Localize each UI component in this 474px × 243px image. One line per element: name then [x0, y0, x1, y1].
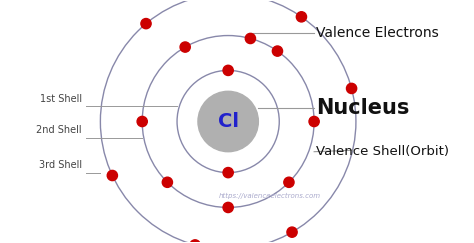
Circle shape: [137, 116, 147, 127]
Circle shape: [198, 91, 258, 152]
Text: 3rd Shell: 3rd Shell: [39, 160, 82, 170]
Circle shape: [223, 202, 233, 213]
Circle shape: [346, 83, 357, 94]
Circle shape: [223, 65, 233, 76]
Text: https://valenceelectrons.com: https://valenceelectrons.com: [219, 193, 321, 199]
Text: Valence Electrons: Valence Electrons: [317, 26, 439, 40]
Text: 2nd Shell: 2nd Shell: [36, 125, 82, 135]
Circle shape: [296, 12, 307, 22]
Text: Cl: Cl: [218, 112, 238, 131]
Circle shape: [180, 42, 190, 52]
Text: Valence Shell(Orbit): Valence Shell(Orbit): [317, 145, 449, 158]
Circle shape: [245, 33, 255, 43]
Circle shape: [190, 240, 200, 243]
Text: Nucleus: Nucleus: [317, 97, 410, 118]
Circle shape: [287, 227, 297, 237]
Circle shape: [223, 167, 233, 178]
Circle shape: [273, 46, 283, 56]
Circle shape: [309, 116, 319, 127]
Circle shape: [162, 177, 173, 187]
Circle shape: [141, 18, 151, 29]
Circle shape: [107, 170, 118, 181]
Circle shape: [284, 177, 294, 187]
Text: 1st Shell: 1st Shell: [40, 94, 82, 104]
